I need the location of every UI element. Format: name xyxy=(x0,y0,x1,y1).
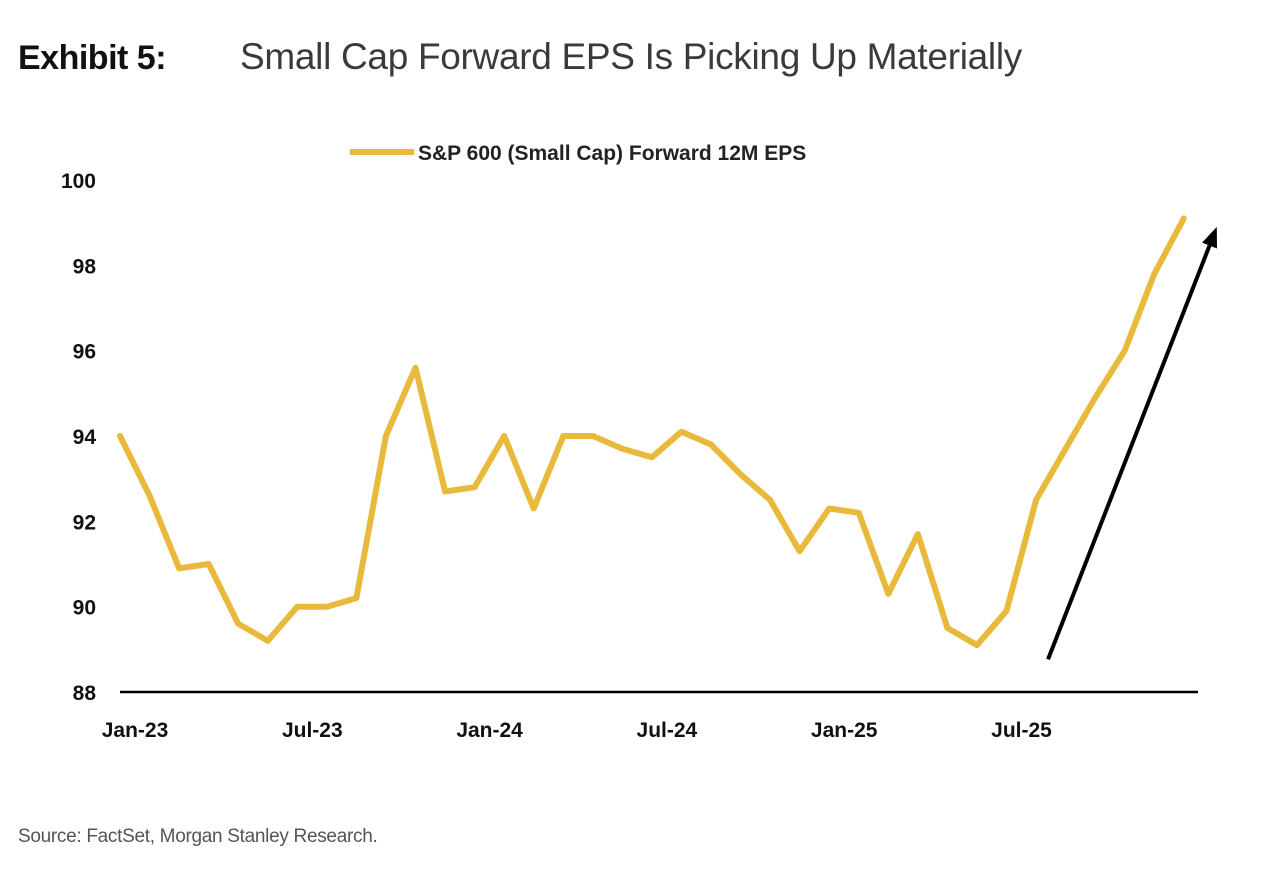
data-point xyxy=(1181,216,1186,221)
data-point xyxy=(915,532,920,537)
x-tick-label: Jan-25 xyxy=(811,719,878,742)
y-tick-label: 94 xyxy=(73,426,97,449)
data-point xyxy=(472,485,477,490)
y-tick-label: 100 xyxy=(61,170,96,193)
data-point xyxy=(531,506,536,511)
data-point xyxy=(974,643,979,648)
data-point xyxy=(1004,608,1009,613)
data-point xyxy=(383,434,388,438)
series-line-sp600-forward-eps xyxy=(117,215,1187,649)
y-tick-label: 92 xyxy=(73,511,96,534)
arrow-head xyxy=(1202,226,1217,249)
trend-arrow xyxy=(1046,226,1217,661)
arrow-shaft xyxy=(1046,244,1212,661)
data-point xyxy=(827,506,832,511)
data-point xyxy=(1152,271,1157,276)
data-points xyxy=(118,216,1186,648)
data-point xyxy=(236,621,241,626)
data-point xyxy=(502,434,507,438)
chart-title: Small Cap Forward EPS Is Picking Up Mate… xyxy=(240,36,1022,77)
data-point xyxy=(679,429,684,434)
data-point xyxy=(324,604,329,609)
legend-label: S&P 600 (Small Cap) Forward 12M EPS xyxy=(418,142,806,165)
x-tick-label: Jan-24 xyxy=(456,719,523,742)
data-point xyxy=(147,493,152,498)
data-point xyxy=(738,472,743,477)
data-point xyxy=(1034,498,1039,502)
data-point xyxy=(265,638,270,643)
y-tick-label: 88 xyxy=(73,682,97,705)
data-point xyxy=(709,442,713,447)
y-tick-label: 96 xyxy=(73,341,96,364)
data-point xyxy=(1122,348,1127,353)
legend: S&P 600 (Small Cap) Forward 12M EPS xyxy=(350,142,806,165)
source-note: Source: FactSet, Morgan Stanley Research… xyxy=(18,826,378,847)
data-point xyxy=(354,596,359,601)
x-tick-label: Jan-23 xyxy=(102,719,169,742)
x-tick-label: Jul-25 xyxy=(991,719,1052,742)
data-point xyxy=(206,562,211,566)
x-tick-label: Jul-23 xyxy=(282,719,343,742)
data-point xyxy=(1063,446,1068,451)
data-point xyxy=(295,604,300,609)
data-point xyxy=(620,446,625,451)
data-point xyxy=(768,498,773,502)
data-point xyxy=(797,549,802,554)
exhibit-label: Exhibit 5: xyxy=(18,39,167,77)
x-tick-label: Jul-24 xyxy=(637,719,698,742)
data-point xyxy=(413,365,418,370)
data-point xyxy=(177,566,182,571)
data-point xyxy=(443,489,448,494)
chart-title-row: Exhibit 5: Small Cap Forward EPS Is Picki… xyxy=(18,36,1022,78)
data-point xyxy=(561,434,566,438)
x-axis-ticks: Jan-23 Jul-23 Jan-24 Jul-24 Jan-25 Jul-25 xyxy=(102,719,1052,742)
y-tick-label: 90 xyxy=(73,597,96,620)
data-point xyxy=(886,591,891,596)
data-point xyxy=(649,455,654,460)
data-point xyxy=(590,434,595,438)
data-point xyxy=(856,510,861,515)
y-axis-ticks: 88 90 92 94 96 98 100 xyxy=(61,170,96,705)
data-point xyxy=(1093,395,1098,400)
data-point xyxy=(118,434,122,438)
y-tick-label: 98 xyxy=(73,255,97,278)
data-point xyxy=(945,626,950,630)
